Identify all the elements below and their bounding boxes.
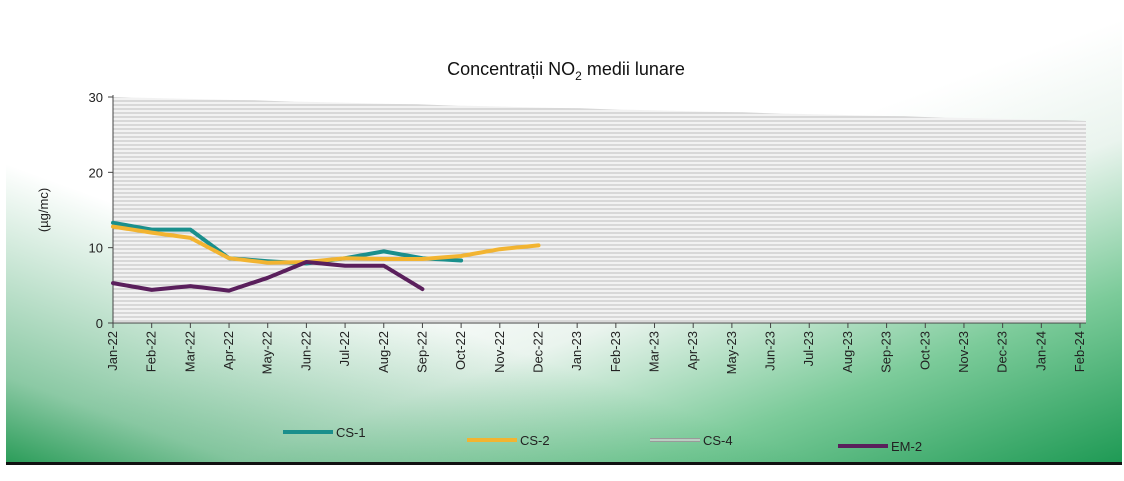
x-tick-label: Mar-23 [647, 331, 662, 372]
x-tick-label: Jan-22 [105, 331, 120, 371]
legend-item-em-2: EM-2 [838, 439, 922, 454]
x-tick-label: Feb-22 [144, 331, 159, 372]
x-tick-label: Apr-22 [221, 331, 236, 370]
x-tick-label: Jan-23 [569, 331, 584, 371]
legend-label: CS-4 [703, 433, 733, 448]
chart-title: Concentrații NO2 medii lunare [447, 59, 685, 83]
x-ticks: Jan-22 Feb-22 Mar-22 Apr-22 May-22 Jun-22 Jul-… [105, 323, 1087, 374]
x-tick-label: Sep-22 [414, 331, 429, 373]
x-tick-label: Mar-22 [182, 331, 197, 372]
series-line-em-2 [111, 260, 425, 293]
x-tick-label: Feb-24 [1072, 331, 1087, 372]
legend: CS-1 CS-2 CS-4 EM-2 [283, 425, 922, 454]
x-tick-label: Dec-23 [995, 331, 1010, 373]
x-tick-label: Nov-22 [492, 331, 507, 373]
x-tick-label: Sep-23 [879, 331, 894, 373]
legend-label: CS-2 [520, 433, 550, 448]
series-line-cs-2 [111, 224, 541, 265]
y-tick-label: 10 [89, 241, 103, 256]
x-tick-label: May-23 [724, 331, 739, 374]
x-tick-label: Jul-23 [801, 331, 816, 366]
x-tick-label: Apr-23 [685, 331, 700, 370]
x-tick-label: Aug-23 [840, 331, 855, 373]
x-tick-label: Nov-23 [956, 331, 971, 373]
x-tick-label: Jan-24 [1033, 331, 1048, 371]
x-tick-label: May-22 [260, 331, 275, 374]
y-ticks: 0 10 20 30 [89, 90, 113, 331]
legend-label: EM-2 [891, 439, 922, 454]
x-tick-label: Jun-22 [298, 331, 313, 371]
y-axis-label: (µg/mc) [36, 188, 51, 232]
plot-background [113, 97, 1086, 323]
x-tick-label: Dec-22 [530, 331, 545, 373]
x-tick-label: Feb-23 [608, 331, 623, 372]
legend-item-cs-2: CS-2 [467, 433, 550, 448]
legend-label: CS-1 [336, 425, 366, 440]
x-tick-label: Oct-22 [453, 331, 468, 370]
x-tick-label: Aug-22 [376, 331, 391, 373]
series-lines [111, 220, 541, 293]
x-tick-label: Jun-23 [763, 331, 778, 371]
y-tick-label: 20 [89, 165, 103, 180]
legend-item-cs-4: CS-4 [650, 433, 733, 448]
y-tick-label: 0 [96, 316, 103, 331]
y-tick-label: 30 [89, 90, 103, 105]
x-tick-label: Oct-23 [917, 331, 932, 370]
x-tick-label: Jul-22 [337, 331, 352, 366]
plot-area [113, 97, 1086, 323]
legend-item-cs-1: CS-1 [283, 425, 366, 440]
